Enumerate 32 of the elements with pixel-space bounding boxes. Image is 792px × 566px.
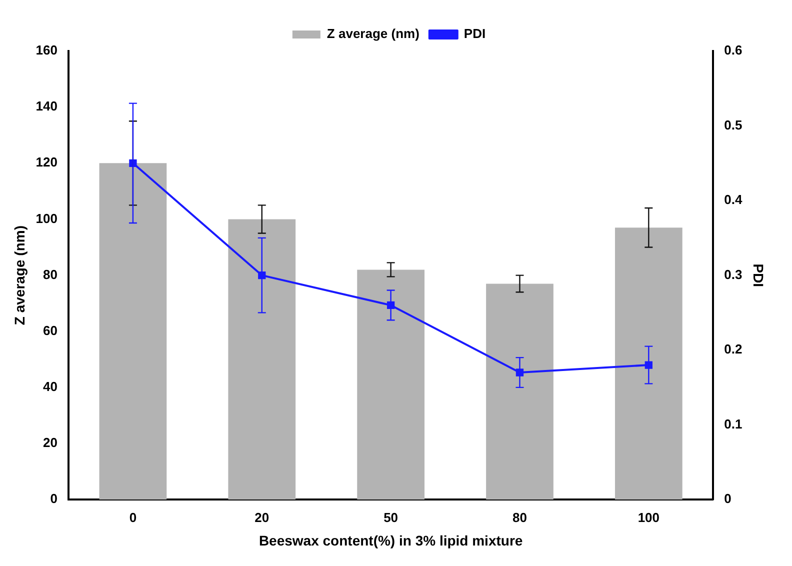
y-tick-label: 120 <box>36 154 58 170</box>
y2-tick-label: 0 <box>724 491 732 506</box>
y2-tick-label: 0.5 <box>724 117 742 132</box>
y-tick-label: 20 <box>43 435 58 450</box>
legend-label: PDI <box>464 26 486 42</box>
y-tick-label: 0 <box>50 491 58 506</box>
bar <box>486 284 554 500</box>
y2-tick-label: 0.4 <box>724 192 743 208</box>
bar <box>228 219 296 500</box>
y2-tick-label: 0.2 <box>724 342 742 357</box>
y-tick-label: 80 <box>43 266 58 282</box>
x-tick-label: 100 <box>638 510 660 525</box>
bar <box>614 228 682 500</box>
y-axis-title: Z average (nm) <box>11 226 28 326</box>
y-tick-label: 100 <box>36 210 58 226</box>
bar <box>357 270 424 500</box>
point <box>129 159 137 167</box>
x-tick-label: 80 <box>512 510 527 525</box>
y2-tick-label: 0.1 <box>724 416 742 432</box>
y2-tick-label: 0.3 <box>724 266 742 282</box>
y2-axis-title: PDI <box>750 264 767 287</box>
bar <box>99 163 167 500</box>
y-tick-label: 160 <box>36 42 58 58</box>
x-tick-label: 50 <box>384 510 398 525</box>
x-tick-label: 0 <box>129 510 137 525</box>
x-axis-title: Beeswax content(%) in 3% lipid mixture <box>258 532 523 548</box>
y-tick-label: 40 <box>43 379 58 394</box>
y-tick-label: 140 <box>36 98 58 114</box>
y-tick-label: 60 <box>43 322 58 338</box>
y2-tick-label: 0.6 <box>724 42 742 58</box>
x-tick-label: 20 <box>254 510 270 525</box>
legend-label: Z average (nm) <box>326 26 420 42</box>
